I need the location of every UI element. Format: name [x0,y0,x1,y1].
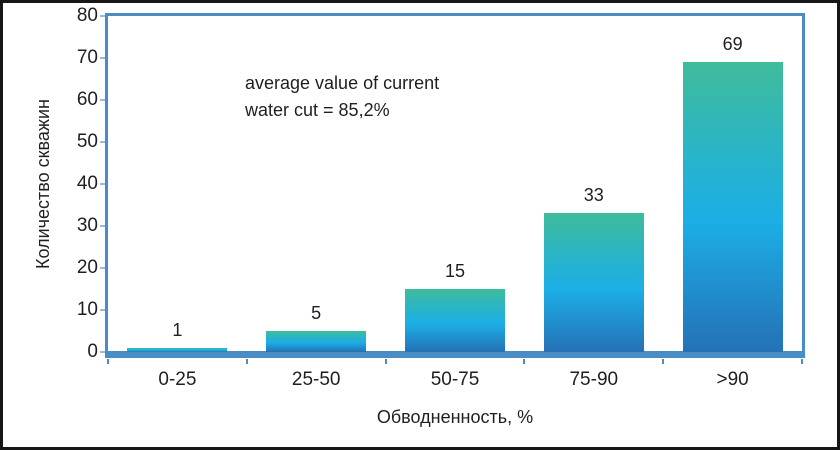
x-tick-label: 75-90 [569,369,619,390]
y-tick-label: 40 [76,173,98,194]
y-axis-title: Количество скважин [33,99,53,269]
y-tick-label: 0 [87,341,98,362]
bar-0-25 [127,347,228,352]
annotation-line-2: water cut = 85,2% [245,100,390,120]
bar-value-label: 33 [583,185,604,206]
y-tick-label: 50 [76,131,98,152]
x-tick-mark [384,359,387,364]
bar-value-label: 69 [722,34,743,55]
bar-value-label: 15 [444,261,466,281]
x-axis-line [105,351,805,358]
x-tick-label: 25-50 [291,369,341,390]
y-tick-label: 80 [76,5,98,26]
x-tick-label: 50-75 [430,369,480,390]
plot-area: average value of current water cut = 85,… [105,13,805,364]
x-tick-mark [245,359,248,364]
bar-value-label: 5 [311,303,322,323]
x-tick-label: 0-25 [158,369,197,390]
x-tick-mark [523,359,526,364]
bar--90 [682,62,783,352]
y-tick-label: 10 [76,299,98,320]
y-tick-label: 30 [76,215,98,236]
x-tick-mark [801,359,803,364]
x-tick-mark [662,359,665,364]
y-tick-label: 20 [76,257,98,278]
bar-50-75 [405,289,505,352]
annotation-text: average value of current water cut = 85,… [245,70,439,124]
y-tick-label: 70 [76,47,98,68]
bar-25-50 [266,331,367,352]
bar-75-90 [543,213,644,352]
x-tick-label: >90 [716,369,749,390]
x-axis-title: Обводненность, % [376,407,534,427]
bar-value-label: 1 [172,319,183,340]
annotation-line-1: average value of current [245,73,440,93]
y-tick-label: 60 [76,89,98,110]
x-tick-mark [107,359,109,364]
